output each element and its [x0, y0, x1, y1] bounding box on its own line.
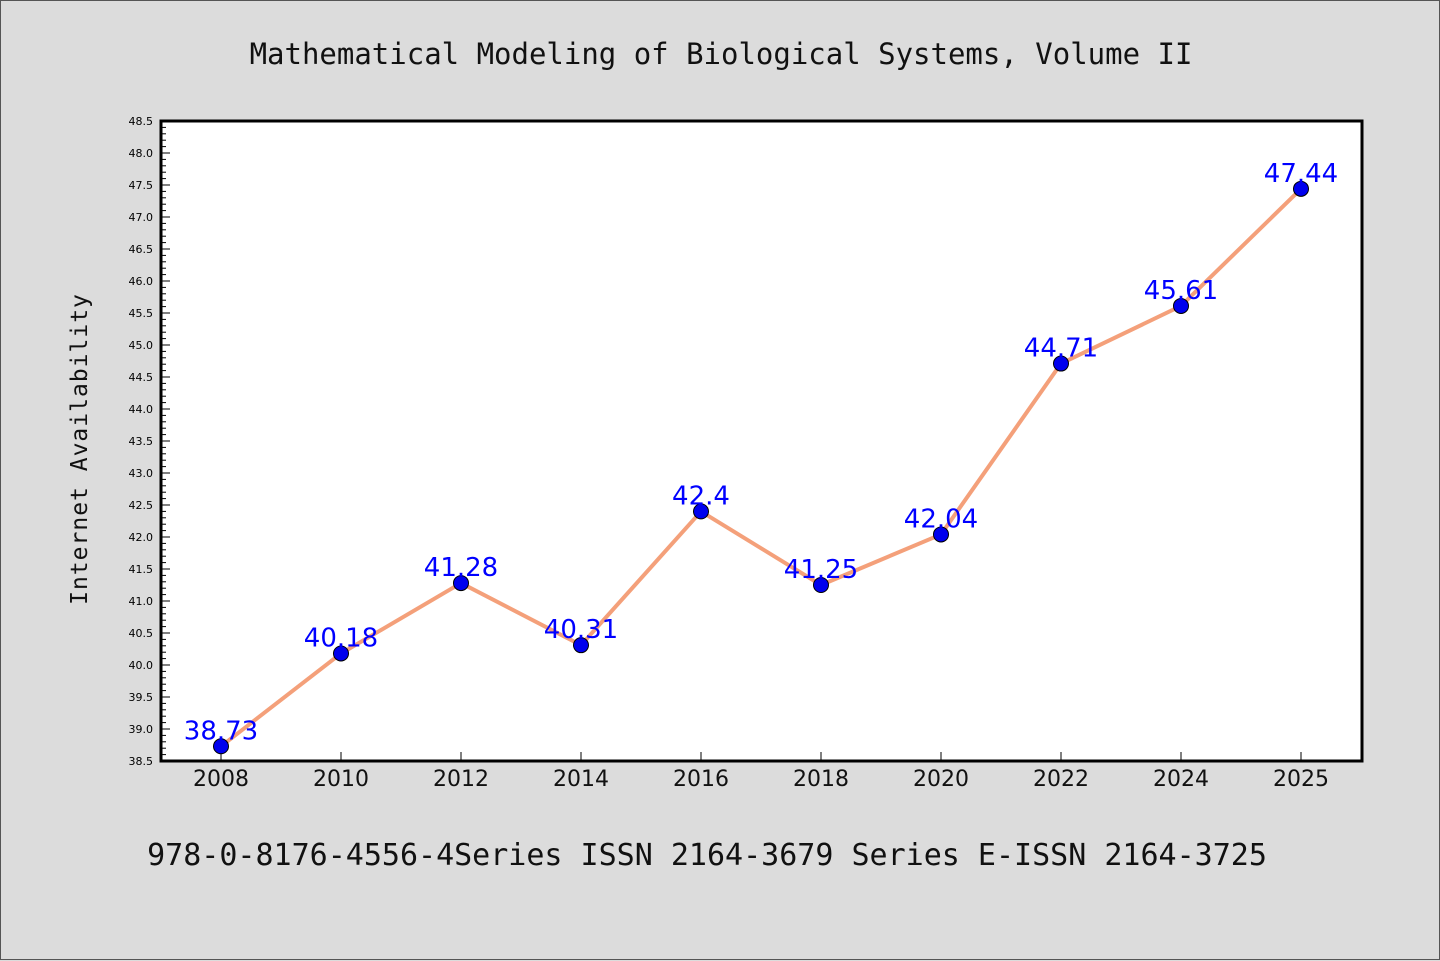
y-tick-label: 38.5: [129, 755, 154, 768]
series-line: [219, 186, 1303, 749]
y-tick-label: 47.5: [129, 179, 154, 192]
y-tick-label: 41.0: [129, 595, 154, 608]
data-point-marker: [333, 645, 349, 662]
y-tick-label: 44.0: [129, 403, 154, 416]
x-tick-label: 2025: [1273, 767, 1329, 792]
series-line-group: [219, 186, 1303, 749]
y-tick-label: 48.5: [129, 115, 154, 128]
data-label: 38.73: [184, 716, 258, 746]
y-tick-label: 39.5: [129, 691, 154, 704]
x-tick-label: 2022: [1033, 767, 1089, 792]
x-tick-label: 2012: [433, 767, 489, 792]
plot-area: [159, 119, 1364, 763]
data-point-marker: [1053, 355, 1069, 372]
y-tick-label: 40.5: [129, 627, 154, 640]
y-tick-label: 45.0: [129, 339, 154, 352]
data-label: 41.25: [784, 555, 858, 585]
x-tick-label: 2010: [313, 767, 369, 792]
y-tick-label: 39.0: [129, 723, 154, 736]
data-labels: 38.73 40.18 41.28 40.31 42.4 41.25 42.04 44.71 4…: [184, 159, 1338, 746]
data-point-marker: [213, 738, 229, 755]
data-label: 44.71: [1024, 334, 1098, 364]
x-tick-label: 2008: [193, 767, 249, 792]
y-tick-label: 47.0: [129, 211, 154, 224]
y-tick-label: 43.5: [129, 435, 154, 448]
y-tick-label: 42.5: [129, 499, 154, 512]
data-point-marker: [933, 526, 949, 543]
data-points: [213, 180, 1309, 755]
y-tick-label: 45.5: [129, 307, 154, 320]
footer-isbn-issn: 978-0-8176-4556-4Series ISSN 2164-3679 S…: [147, 838, 1267, 873]
x-tick-label: 2018: [793, 767, 849, 792]
chart-title: Mathematical Modeling of Biological Syst…: [250, 37, 1193, 71]
x-axis: 2008 2010 2012 2014 2016 2018 2020 2022 2024 2025: [193, 752, 1329, 792]
data-label: 42.4: [672, 481, 730, 511]
y-tick-label: 44.5: [129, 371, 154, 384]
data-point-marker: [693, 503, 709, 520]
x-tick-label: 2016: [673, 767, 729, 792]
data-label: 40.31: [544, 615, 618, 645]
data-point-marker: [1293, 180, 1309, 197]
y-axis: 38.5 39.0 39.5 40.0 40.5 41.0 41.5 42.0 42.5 43.0…: [129, 115, 170, 768]
y-axis-label: Internet Availability: [67, 293, 93, 605]
data-label: 42.04: [904, 504, 978, 534]
y-tick-label: 46.5: [129, 243, 154, 256]
data-label: 41.28: [424, 553, 498, 583]
data-label: 47.44: [1264, 159, 1338, 189]
data-point-marker: [453, 575, 469, 592]
y-tick-label: 46.0: [129, 275, 154, 288]
data-label: 45.61: [1144, 276, 1218, 306]
y-tick-label: 48.0: [129, 147, 154, 160]
data-point-marker: [573, 637, 589, 654]
x-tick-label: 2014: [553, 767, 609, 792]
y-tick-label: 43.0: [129, 467, 154, 480]
y-tick-label: 41.5: [129, 563, 154, 576]
y-tick-label: 40.0: [129, 659, 154, 672]
data-point-marker: [1173, 297, 1189, 314]
x-tick-label: 2024: [1153, 767, 1209, 792]
data-label: 40.18: [304, 623, 378, 653]
y-tick-label: 42.0: [129, 531, 154, 544]
x-tick-label: 2020: [913, 767, 969, 792]
data-point-marker: [813, 577, 829, 593]
